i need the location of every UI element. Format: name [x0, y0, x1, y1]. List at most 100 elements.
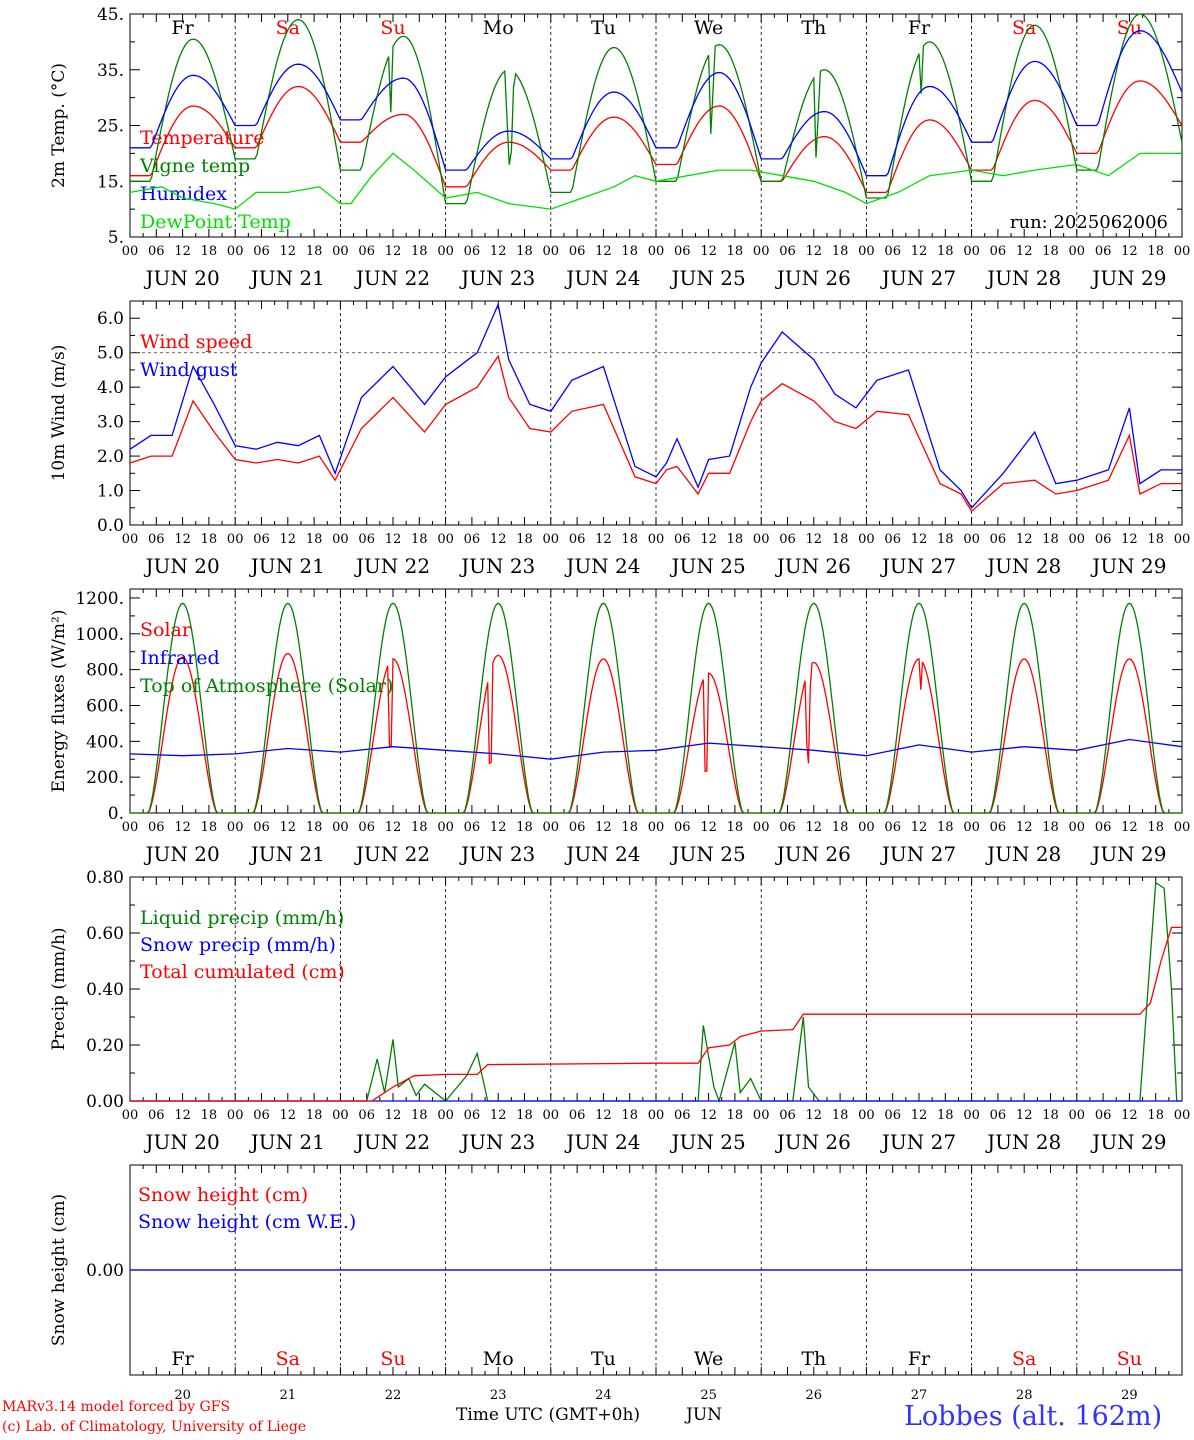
- hour-tick-label: 12: [700, 1108, 717, 1123]
- y-tick-label: 0.00: [86, 1092, 124, 1112]
- legend-entry: Snow precip (mm/h): [140, 934, 336, 956]
- y-tick-label: 1000.: [75, 625, 124, 645]
- hour-tick-label: 06: [1095, 820, 1112, 835]
- weekday-label: Mo: [483, 17, 514, 39]
- hour-tick-label: 06: [358, 1108, 375, 1123]
- hour-tick-label: 18: [516, 1108, 533, 1123]
- hour-tick-label: 18: [937, 1108, 954, 1123]
- hour-tick-label: 18: [1147, 244, 1164, 259]
- series-line: [130, 80, 1183, 194]
- hour-tick-label: 12: [490, 532, 507, 547]
- y-tick-label: 5.0: [97, 344, 124, 364]
- date-label: JUN 29: [1090, 554, 1166, 578]
- date-label: JUN 20: [144, 1130, 220, 1154]
- series-line: [130, 30, 1183, 177]
- hour-tick-label: 18: [937, 820, 954, 835]
- hour-tick-label: 06: [779, 1108, 796, 1123]
- y-tick-label: 0.0: [97, 516, 124, 536]
- weekday-label: Mo: [483, 1348, 514, 1370]
- hour-tick-label: 18: [727, 820, 744, 835]
- weekday-label: Tu: [591, 1348, 616, 1370]
- y-tick-label: 5.: [108, 228, 124, 248]
- weekday-label: Fr: [908, 1348, 931, 1370]
- hour-tick-label: 00: [1069, 532, 1086, 547]
- date-label: JUN 25: [670, 554, 746, 578]
- hour-tick-label: 06: [464, 820, 481, 835]
- hour-tick-label: 00: [437, 244, 454, 259]
- hour-tick-label: 12: [806, 532, 823, 547]
- hour-tick-label: 00: [858, 1108, 875, 1123]
- hour-tick-label: 18: [201, 820, 218, 835]
- hour-tick-label: 12: [174, 532, 191, 547]
- hour-tick-label: 00: [648, 820, 665, 835]
- hour-tick-label: 00: [753, 1108, 770, 1123]
- y-tick-label: 2.0: [97, 447, 124, 467]
- hour-tick-label: 18: [937, 244, 954, 259]
- hour-tick-label: 06: [884, 820, 901, 835]
- hour-tick-label: 12: [174, 1108, 191, 1123]
- date-label: JUN 24: [564, 842, 640, 866]
- hour-tick-label: 00: [1069, 820, 1086, 835]
- y-tick-label: 45.: [97, 5, 124, 25]
- hour-tick-label: 18: [832, 244, 849, 259]
- hour-tick-label: 18: [306, 532, 323, 547]
- hour-tick-label: 00: [963, 820, 980, 835]
- hour-tick-label: 12: [280, 244, 297, 259]
- hour-tick-label: 12: [595, 244, 612, 259]
- hour-tick-label: 00: [963, 1108, 980, 1123]
- hour-tick-label: 06: [148, 244, 165, 259]
- hour-tick-label: 00: [543, 244, 560, 259]
- hour-tick-label: 12: [174, 820, 191, 835]
- date-label: JUN 27: [880, 266, 956, 290]
- hour-tick-label: 06: [674, 1108, 691, 1123]
- hour-tick-label: 12: [1121, 1108, 1138, 1123]
- hour-tick-label: 06: [148, 1108, 165, 1123]
- hour-tick-label: 12: [806, 820, 823, 835]
- hour-tick-label: 00: [1069, 1108, 1086, 1123]
- hour-tick-label: 12: [1121, 820, 1138, 835]
- date-label: JUN 23: [459, 1130, 535, 1154]
- hour-tick-label: 06: [253, 244, 270, 259]
- hour-tick-label: 06: [148, 532, 165, 547]
- hour-tick-label: 18: [411, 532, 428, 547]
- hour-tick-label: 00: [963, 532, 980, 547]
- hour-tick-label: 06: [464, 244, 481, 259]
- hour-tick-label: 12: [1121, 532, 1138, 547]
- y-tick-label: 25.: [97, 117, 124, 137]
- hour-tick-label: 12: [1016, 532, 1033, 547]
- hour-tick-label: 12: [911, 820, 928, 835]
- hour-tick-label: 06: [884, 1108, 901, 1123]
- y-tick-label: 0.20: [86, 1036, 124, 1056]
- hour-tick-label: 00: [437, 532, 454, 547]
- hour-tick-label: 06: [253, 1108, 270, 1123]
- hour-tick-label: 06: [779, 820, 796, 835]
- day-number-label: 20: [174, 1388, 191, 1403]
- weekday-label: Su: [380, 17, 405, 39]
- hour-tick-label: 06: [148, 820, 165, 835]
- hour-tick-label: 00: [122, 532, 139, 547]
- hour-tick-label: 12: [806, 244, 823, 259]
- weekday-label: Fr: [171, 1348, 194, 1370]
- hour-tick-label: 00: [122, 1108, 139, 1123]
- hour-tick-label: 00: [543, 820, 560, 835]
- hour-tick-label: 18: [832, 820, 849, 835]
- date-label: JUN 28: [985, 266, 1061, 290]
- hour-tick-label: 00: [648, 1108, 665, 1123]
- hour-tick-label: 12: [700, 532, 717, 547]
- hour-tick-label: 12: [1121, 244, 1138, 259]
- hour-tick-label: 18: [621, 1108, 638, 1123]
- run-label: run: 2025062006: [1010, 212, 1168, 233]
- y-axis-label: Energy fluxes (W/m²): [49, 610, 69, 793]
- day-number-label: 24: [595, 1388, 612, 1403]
- y-tick-label: 4.0: [97, 378, 124, 398]
- date-label: JUN 21: [249, 554, 325, 578]
- hour-tick-label: 18: [937, 532, 954, 547]
- hour-tick-label: 00: [1069, 244, 1086, 259]
- hour-tick-label: 00: [753, 244, 770, 259]
- hour-tick-label: 00: [1174, 532, 1191, 547]
- hour-tick-label: 18: [727, 1108, 744, 1123]
- hour-tick-label: 00: [543, 1108, 560, 1123]
- day-number-label: 25: [700, 1388, 717, 1403]
- weekday-label: Th: [801, 1348, 826, 1370]
- hour-tick-label: 18: [516, 532, 533, 547]
